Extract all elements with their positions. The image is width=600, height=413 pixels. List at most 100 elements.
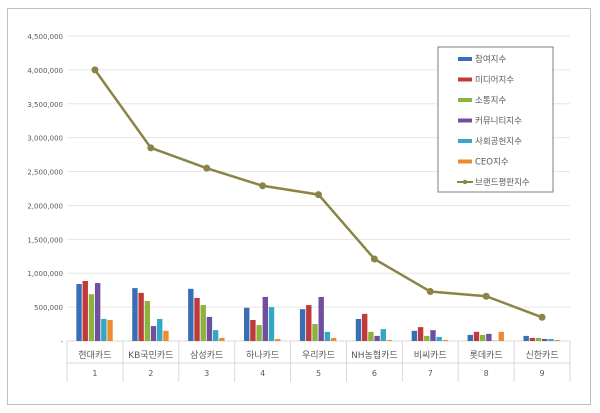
bar-소통지수 [88,294,95,341]
bar-미디어지수 [306,305,312,341]
x-category-label: 비씨카드 [414,350,447,361]
bar-소통지수 [479,334,486,341]
legend-swatch [458,98,472,102]
bar-소통지수 [144,301,151,341]
chart-frame [7,8,591,405]
bar-사회공헌지수 [436,336,442,341]
line-point [91,66,99,74]
bar-미디어지수 [250,319,256,341]
bar-소통지수 [424,335,430,341]
line-point [370,255,378,263]
bar-커뮤니티지수 [430,330,436,341]
bar-참여지수 [188,288,194,341]
bar-커뮤니티지수 [94,283,101,341]
line-point [259,182,267,190]
bar-미디어지수 [82,281,88,341]
legend-swatch [458,139,472,143]
bar-참여지수 [132,288,138,341]
legend-marker [462,179,468,185]
line-point [482,292,490,300]
line-point [147,144,155,152]
x-category-label: 하나카드 [246,350,279,361]
bar-CEO지수 [498,331,504,341]
y-tick-label: 2,000,000 [27,202,63,210]
bar-사회공헌지수 [157,318,163,341]
x-rank-label: 8 [484,369,489,378]
legend-swatch [458,77,472,82]
bar-CEO지수 [163,330,169,341]
bar-CEO지수 [442,339,449,341]
bar-미디어지수 [194,297,200,341]
y-tick-label: 4,000,000 [27,67,63,75]
bar-사회공헌지수 [324,331,331,341]
x-rank-label: 6 [372,369,377,378]
legend-swatch [458,159,472,164]
x-category-label: KB국민카드 [128,350,173,361]
bar-커뮤니티지수 [318,296,324,341]
bar-커뮤니티지수 [150,326,157,341]
bar-참여지수 [76,284,82,341]
y-tick-label: 1,000,000 [27,270,63,278]
bar-미디어지수 [417,327,424,341]
bar-소통지수 [368,331,374,341]
x-rank-label: 2 [148,369,153,378]
legend-entry: CEO지수 [475,158,509,168]
legend-entry: 사회공헌지수 [475,137,522,147]
bar-사회공헌지수 [380,329,386,341]
x-category-label: 삼성카드 [190,350,223,361]
y-tick-label: 4,500,000 [27,33,63,41]
x-rank-label: 7 [428,369,433,378]
bar-참여지수 [523,335,529,341]
bar-미디어지수 [361,313,368,341]
line-point [426,288,434,296]
x-rank-label: 4 [260,369,265,378]
bar-CEO지수 [554,339,560,341]
x-category-label: 롯데카드 [470,350,503,361]
bar-미디어지수 [529,337,536,341]
legend-entry: 커뮤니티지수 [475,116,522,127]
legend-swatch [458,57,472,61]
x-rank-label: 1 [92,369,97,378]
x-rank-label: 5 [316,369,321,378]
line-point [315,191,322,199]
bar-참여지수 [411,330,418,341]
x-rank-label: 3 [204,369,209,378]
y-tick-label: 1,500,000 [27,236,63,244]
bar-CEO지수 [219,337,225,341]
bar-참여지수 [355,318,362,341]
bar-사회공헌지수 [101,318,107,341]
line-point [538,313,546,321]
bar-사회공헌지수 [212,330,219,341]
bar-CEO지수 [107,319,113,341]
bar-소통지수 [200,305,206,341]
bar-참여지수 [467,334,473,341]
bar-사회공헌지수 [268,307,275,341]
bar-참여지수 [299,309,306,341]
bar-소통지수 [312,324,318,341]
line-point [203,164,211,172]
bar-사회공헌지수 [548,338,554,341]
bar-소통지수 [535,337,542,341]
legend-entry: 미디어지수 [475,75,514,86]
bar-커뮤니티지수 [542,338,548,341]
x-category-label: NH농협카드 [351,349,398,361]
bar-미디어지수 [473,331,480,341]
legend-box [437,46,554,193]
legend-entry: 브랜드평판지수 [475,177,530,188]
bar-CEO지수 [330,337,337,341]
y-tick-label: 3,500,000 [27,101,63,109]
x-category-label: 현대카드 [78,350,111,361]
y-tick-label: 3,000,000 [27,135,63,143]
legend-swatch [458,118,472,123]
bar-CEO지수 [275,338,281,341]
bar-참여지수 [244,307,250,341]
bar-커뮤니티지수 [486,333,492,341]
x-category-label: 신한카드 [525,350,558,361]
y-tick-label: 500,000 [34,304,63,312]
bar-커뮤니티지수 [374,335,380,341]
bar-커뮤니티지수 [206,316,213,341]
bar-미디어지수 [138,292,144,341]
legend-entry: 참여지수 [475,54,506,65]
y-tick-label: 2,500,000 [27,169,63,177]
